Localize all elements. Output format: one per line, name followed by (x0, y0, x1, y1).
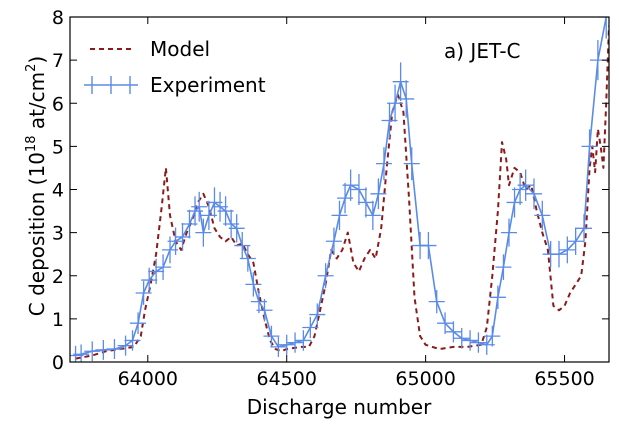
experiment-point (73, 344, 90, 362)
series-experiment-line (75, 17, 607, 357)
panel-annotation: a) JET-C (444, 39, 521, 63)
experiment-point (263, 325, 280, 347)
experiment-point (534, 200, 551, 230)
experiment-point (470, 332, 487, 353)
experiment-point (370, 178, 387, 210)
experiment-point (124, 330, 141, 351)
plot-frame (69, 16, 610, 363)
experiment-point (287, 332, 304, 353)
experiment-point (445, 321, 462, 343)
y-tick-label: 5 (52, 136, 64, 158)
experiment-point (350, 173, 367, 206)
experiment-point (489, 285, 506, 310)
experiment-point (256, 298, 273, 322)
series-layer (70, 17, 609, 362)
legend: Model Experiment (84, 37, 266, 97)
experiment-point (575, 214, 592, 243)
experiment-point (84, 341, 101, 362)
experiment-point (453, 327, 470, 349)
experiment-point (174, 223, 191, 251)
experiment-point (106, 339, 123, 360)
experiment-point (155, 254, 172, 280)
experiment-point (495, 254, 512, 280)
experiment-point (428, 290, 445, 314)
x-tick-label: 65000 (395, 368, 455, 390)
experiment-point (517, 169, 534, 201)
experiment-point (317, 263, 334, 289)
experiment-point (95, 340, 112, 360)
y-tick-label: 4 (52, 180, 64, 202)
experiment-point (550, 240, 567, 268)
experiment-point (567, 227, 584, 255)
y-tick-label: 2 (52, 266, 64, 288)
experiment-point (403, 147, 420, 181)
ticks-layer: 64000 64500 65000 65500 0 1 2 3 4 5 6 7 8 (52, 7, 609, 390)
experiment-point (325, 227, 342, 255)
x-axis-label: Discharge number (247, 395, 432, 419)
experiment-point (331, 200, 348, 230)
experiment-point (167, 227, 184, 255)
y-tick-label: 3 (52, 223, 64, 245)
experiment-point (270, 336, 287, 357)
y-tick-label: 8 (52, 7, 64, 29)
y-tick-label: 7 (52, 50, 64, 72)
y-axis-label: C deposition (1018 at/cm2) (24, 56, 49, 316)
y-tick-label: 0 (52, 352, 64, 374)
legend-model-label: Model (150, 37, 210, 61)
experiment-point (559, 236, 576, 264)
y-tick-label: 1 (52, 309, 64, 331)
experiment-point (187, 196, 204, 226)
experiment-point (437, 312, 454, 335)
experiment-point (148, 258, 165, 285)
experiment-point (581, 129, 598, 164)
experiment-point (228, 214, 245, 243)
experiment-point (130, 312, 147, 335)
experiment-point (598, 17, 609, 39)
experiment-point (364, 200, 381, 230)
experiment-point (500, 218, 517, 247)
experiment-point (135, 281, 152, 305)
legend-experiment-label: Experiment (150, 73, 266, 97)
experiment-point (117, 335, 134, 356)
experiment-point (295, 330, 312, 351)
experiment-point (302, 316, 319, 339)
experiment-point (191, 191, 208, 222)
x-tick-label: 64500 (256, 368, 316, 390)
experiment-point (278, 334, 295, 355)
experiment-point (484, 325, 501, 347)
experiment-point (195, 218, 212, 247)
experiment-point (398, 80, 415, 118)
experiment-point (462, 330, 479, 351)
experiment-point (245, 272, 262, 297)
experiment-point (357, 187, 374, 218)
x-tick-label: 64000 (118, 368, 178, 390)
y-tick-label: 6 (52, 93, 64, 115)
experiment-point (239, 245, 256, 272)
experiment-point (387, 84, 404, 122)
experiment-point (309, 303, 326, 326)
experiment-point (525, 178, 542, 210)
experiment-point (375, 147, 392, 181)
experiment-point (342, 169, 359, 201)
experiment-point (420, 231, 437, 260)
x-tick-label: 65500 (534, 368, 594, 390)
